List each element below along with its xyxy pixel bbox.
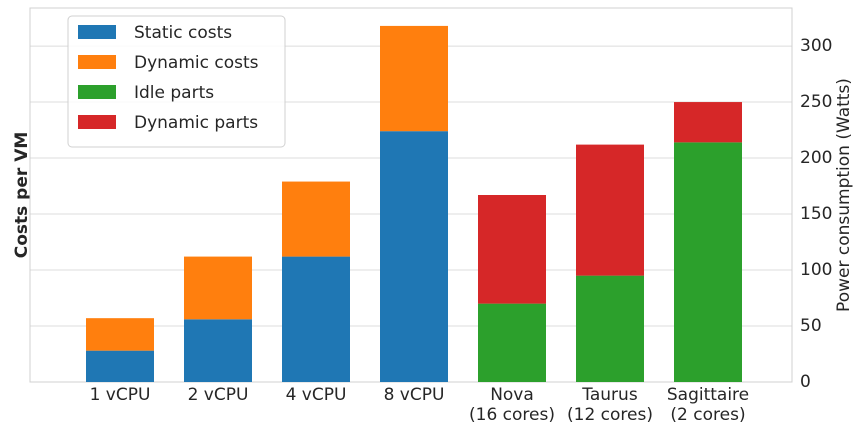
y-tick-label: 0 bbox=[800, 372, 811, 392]
x-tick-label: (16 cores) bbox=[469, 405, 555, 425]
legend-swatch bbox=[78, 115, 116, 129]
y-tick-label: 50 bbox=[800, 316, 822, 336]
x-tick-label: Nova bbox=[490, 385, 534, 405]
x-tick-label: 8 vCPU bbox=[384, 385, 445, 405]
y-tick-label: 150 bbox=[800, 204, 832, 224]
bar-segment bbox=[576, 144, 644, 276]
legend-swatch bbox=[78, 25, 116, 39]
y2-axis-label: Power consumption (Watts) bbox=[834, 78, 854, 312]
legend-swatch bbox=[78, 85, 116, 99]
bar-segment bbox=[674, 142, 742, 382]
y-tick-label: 100 bbox=[800, 260, 832, 280]
bar-segment bbox=[478, 303, 546, 382]
x-tick-label: 1 vCPU bbox=[90, 385, 151, 405]
bar-segment bbox=[380, 25, 448, 132]
x-tick-label: (12 cores) bbox=[567, 405, 653, 425]
legend-label: Dynamic costs bbox=[134, 53, 259, 73]
bar-segment bbox=[282, 256, 350, 382]
legend-box bbox=[67, 15, 286, 148]
y-tick-label: 200 bbox=[800, 148, 832, 168]
y-tick-label: 250 bbox=[800, 92, 832, 112]
bar-segment bbox=[478, 195, 546, 304]
x-tick-label: 2 vCPU bbox=[188, 385, 249, 405]
x-tick-label: 4 vCPU bbox=[286, 385, 347, 405]
y-axis-label: Costs per VM bbox=[12, 132, 32, 259]
bar-segment bbox=[674, 102, 742, 143]
legend-swatch bbox=[78, 55, 116, 69]
bar-segment bbox=[576, 275, 644, 382]
bar-segment bbox=[86, 318, 154, 351]
x-tick-label: Taurus bbox=[581, 385, 638, 405]
x-tick-label: (2 cores) bbox=[670, 405, 745, 425]
bar-segment bbox=[282, 181, 350, 257]
y-tick-label: 300 bbox=[800, 36, 832, 56]
bar-segment bbox=[86, 350, 154, 382]
legend-label: Static costs bbox=[134, 23, 232, 43]
x-tick-label: Sagittaire bbox=[667, 385, 749, 405]
bar-segment bbox=[380, 131, 448, 382]
bar-segment bbox=[184, 256, 252, 320]
legend-label: Idle parts bbox=[134, 83, 214, 103]
bar-segment bbox=[184, 319, 252, 382]
legend-label: Dynamic parts bbox=[134, 113, 258, 133]
